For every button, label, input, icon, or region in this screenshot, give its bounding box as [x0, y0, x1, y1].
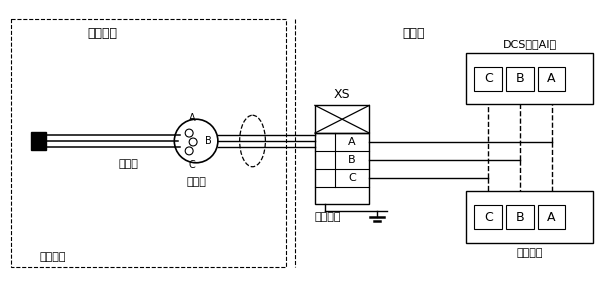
Bar	[466, 191, 593, 243]
Text: B: B	[516, 72, 524, 85]
Bar	[506, 205, 534, 229]
Text: C: C	[484, 72, 492, 85]
Text: A: A	[547, 211, 556, 224]
Bar	[506, 67, 534, 91]
Bar	[315, 133, 370, 204]
Text: 控制室: 控制室	[403, 27, 425, 40]
Text: B: B	[348, 155, 356, 165]
Text: A: A	[189, 113, 196, 123]
Text: 接线盒: 接线盒	[186, 177, 206, 187]
Text: A: A	[547, 72, 556, 85]
Text: B: B	[205, 136, 211, 146]
Bar	[31, 132, 46, 150]
Text: 生产现场: 生产现场	[87, 27, 117, 40]
Bar	[538, 205, 565, 229]
Text: 显示仪表: 显示仪表	[516, 248, 543, 258]
Text: C: C	[348, 173, 356, 183]
Bar	[466, 53, 593, 104]
Text: 热电阻: 热电阻	[119, 159, 139, 169]
Text: A: A	[348, 137, 356, 147]
Text: 工艺设备: 工艺设备	[39, 252, 66, 262]
Bar	[11, 19, 286, 267]
Text: C: C	[189, 160, 196, 170]
Text: XS: XS	[334, 88, 351, 102]
Bar	[474, 205, 502, 229]
Bar	[474, 67, 502, 91]
Bar	[315, 105, 370, 133]
Text: B: B	[516, 211, 524, 224]
Text: DCS系统AI卡: DCS系统AI卡	[503, 39, 557, 49]
Text: C: C	[484, 211, 492, 224]
Text: 接线端子: 接线端子	[315, 212, 342, 222]
Bar	[538, 67, 565, 91]
